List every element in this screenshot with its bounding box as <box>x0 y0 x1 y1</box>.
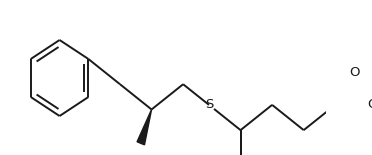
Text: O: O <box>367 98 372 111</box>
Text: S: S <box>205 98 213 111</box>
Polygon shape <box>137 109 151 145</box>
Text: O: O <box>349 66 359 79</box>
